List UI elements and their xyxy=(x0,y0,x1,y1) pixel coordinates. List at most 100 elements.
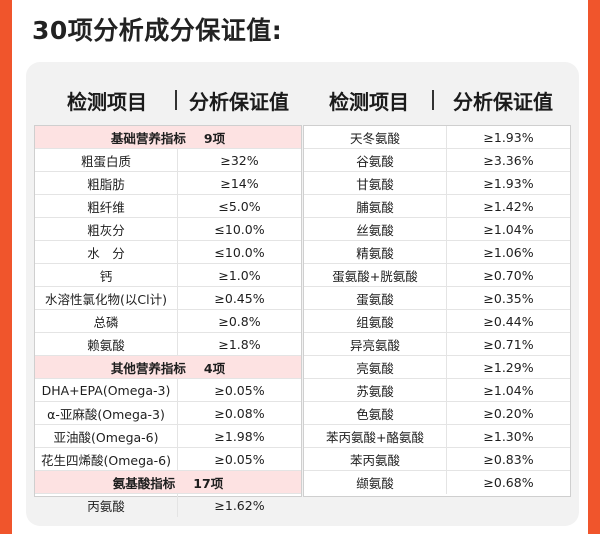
item-name: 色氨酸 xyxy=(304,402,447,424)
table-row: 缬氨酸 ≥0.68% xyxy=(304,471,570,494)
item-name: 粗纤维 xyxy=(35,195,178,217)
table-row: 甘氨酸 ≥1.93% xyxy=(304,172,570,195)
right-accent-bar xyxy=(588,0,600,534)
table-row: 苯丙氨酸+酪氨酸 ≥1.30% xyxy=(304,425,570,448)
item-name: 钙 xyxy=(35,264,178,286)
table-row: 亚油酸(Omega-6) ≥1.98% xyxy=(35,425,301,448)
item-name: 粗脂肪 xyxy=(35,172,178,194)
item-name: 苯丙氨酸+酪氨酸 xyxy=(304,425,447,447)
item-value: ≥1.98% xyxy=(214,428,265,444)
table-row: 苏氨酸 ≥1.04% xyxy=(304,379,570,402)
item-value: ≥0.05% xyxy=(214,451,265,467)
left-nutrient-table: 基础营养指标 9项 粗蛋白质 ≥32% 粗脂肪 ≥14% 粗纤维 ≤5.0% 粗灰分 ≤10.0%… xyxy=(34,125,302,517)
section-label: 基础营养指标 xyxy=(110,130,186,146)
section-header: 氨基酸指标 17项 xyxy=(35,471,301,493)
item-value: ≥1.04% xyxy=(483,382,534,398)
item-name: 天冬氨酸 xyxy=(304,126,447,148)
item-name: 蛋氨酸+胱氨酸 xyxy=(304,264,447,286)
item-name: 亮氨酸 xyxy=(304,356,447,378)
item-name: 缬氨酸 xyxy=(304,471,447,494)
right-header-separator xyxy=(432,90,434,110)
item-name: 总磷 xyxy=(35,310,178,332)
item-value: ≥32% xyxy=(220,152,259,168)
item-value: ≥1.8% xyxy=(218,336,261,352)
item-value: ≥1.29% xyxy=(483,359,534,375)
item-value: ≥0.8% xyxy=(218,313,261,329)
item-value: ≥0.45% xyxy=(214,290,265,306)
section-count: 9项 xyxy=(203,130,226,146)
item-name: α-亚麻酸(Omega-3) xyxy=(35,402,178,424)
page-title: 30项分析成分保证值: xyxy=(32,16,283,45)
item-name: 脯氨酸 xyxy=(304,195,447,217)
table-row: 丝氨酸 ≥1.04% xyxy=(304,218,570,241)
item-name: 丝氨酸 xyxy=(304,218,447,240)
item-name: 花生四烯酸(Omega-6) xyxy=(35,448,178,470)
item-value: ≥0.70% xyxy=(483,267,534,283)
item-name: 粗灰分 xyxy=(35,218,178,240)
table-row: 花生四烯酸(Omega-6) ≥0.05% xyxy=(35,448,301,471)
item-name: 谷氨酸 xyxy=(304,149,447,171)
item-value: ≥1.06% xyxy=(483,244,534,260)
section-header: 基础营养指标 9项 xyxy=(35,126,301,148)
item-value: ≤10.0% xyxy=(214,221,265,237)
table-row: 蛋氨酸 ≥0.35% xyxy=(304,287,570,310)
table-row: 亮氨酸 ≥1.29% xyxy=(304,356,570,379)
left-header-separator xyxy=(175,90,177,110)
item-value: ≥1.62% xyxy=(214,498,265,513)
item-value: ≥0.83% xyxy=(483,451,534,467)
table-row: 粗灰分 ≤10.0% xyxy=(35,218,301,241)
table-row: 水溶性氯化物(以Cl计) ≥0.45% xyxy=(35,287,301,310)
table-row: 粗脂肪 ≥14% xyxy=(35,172,301,195)
left-accent-bar xyxy=(0,0,12,534)
item-value: ≥1.04% xyxy=(483,221,534,237)
item-value: ≥1.0% xyxy=(218,267,261,283)
item-name: 组氨酸 xyxy=(304,310,447,332)
section-header-row: 氨基酸指标 17项 xyxy=(35,471,301,494)
item-name: 蛋氨酸 xyxy=(304,287,447,309)
item-value: ≥0.35% xyxy=(483,290,534,306)
item-value: ≥3.36% xyxy=(483,152,534,168)
item-value: ≥0.08% xyxy=(214,405,265,421)
table-row: DHA+EPA(Omega-3) ≥0.05% xyxy=(35,379,301,402)
table-row: 总磷 ≥0.8% xyxy=(35,310,301,333)
item-name: 赖氨酸 xyxy=(35,333,178,355)
table-row: 脯氨酸 ≥1.42% xyxy=(304,195,570,218)
section-header: 其他营养指标 4项 xyxy=(35,356,301,378)
table-row: 粗纤维 ≤5.0% xyxy=(35,195,301,218)
item-name: 甘氨酸 xyxy=(304,172,447,194)
item-value: ≤10.0% xyxy=(214,244,265,260)
right-item-header: 检测项目 xyxy=(329,90,409,114)
table-row: 组氨酸 ≥0.44% xyxy=(304,310,570,333)
table-row: 天冬氨酸 ≥1.93% xyxy=(304,126,570,149)
item-value: ≥0.05% xyxy=(214,382,265,398)
table-row: 谷氨酸 ≥3.36% xyxy=(304,149,570,172)
table-row: 赖氨酸 ≥1.8% xyxy=(35,333,301,356)
item-value: ≥0.71% xyxy=(483,336,534,352)
table-row: 苯丙氨酸 ≥0.83% xyxy=(304,448,570,471)
item-name: 亚油酸(Omega-6) xyxy=(35,425,178,447)
table-row: α-亚麻酸(Omega-3) ≥0.08% xyxy=(35,402,301,425)
left-item-header: 检测项目 xyxy=(67,90,147,114)
item-value: ≥14% xyxy=(220,175,259,191)
table-row: 钙 ≥1.0% xyxy=(35,264,301,287)
item-value: ≤5.0% xyxy=(218,198,261,214)
item-name: 水 分 xyxy=(35,241,178,263)
section-header-row: 其他营养指标 4项 xyxy=(35,356,301,379)
item-value: ≥1.42% xyxy=(483,198,534,214)
item-name: 苯丙氨酸 xyxy=(304,448,447,470)
item-name: 精氨酸 xyxy=(304,241,447,263)
item-name: 异亮氨酸 xyxy=(304,333,447,355)
right-value-header: 分析保证值 xyxy=(453,90,553,114)
section-header-row: 基础营养指标 9项 xyxy=(35,126,301,149)
left-value-header: 分析保证值 xyxy=(189,90,289,114)
table-row: 水 分 ≤10.0% xyxy=(35,241,301,264)
item-value: ≥0.20% xyxy=(483,405,534,421)
table-row: 异亮氨酸 ≥0.71% xyxy=(304,333,570,356)
item-value: ≥1.93% xyxy=(483,175,534,191)
item-value: ≥0.68% xyxy=(483,475,534,490)
section-count: 17项 xyxy=(193,475,224,491)
item-value: ≥0.44% xyxy=(483,313,534,329)
item-name: DHA+EPA(Omega-3) xyxy=(35,379,178,401)
section-label: 氨基酸指标 xyxy=(112,475,176,491)
item-name: 苏氨酸 xyxy=(304,379,447,401)
